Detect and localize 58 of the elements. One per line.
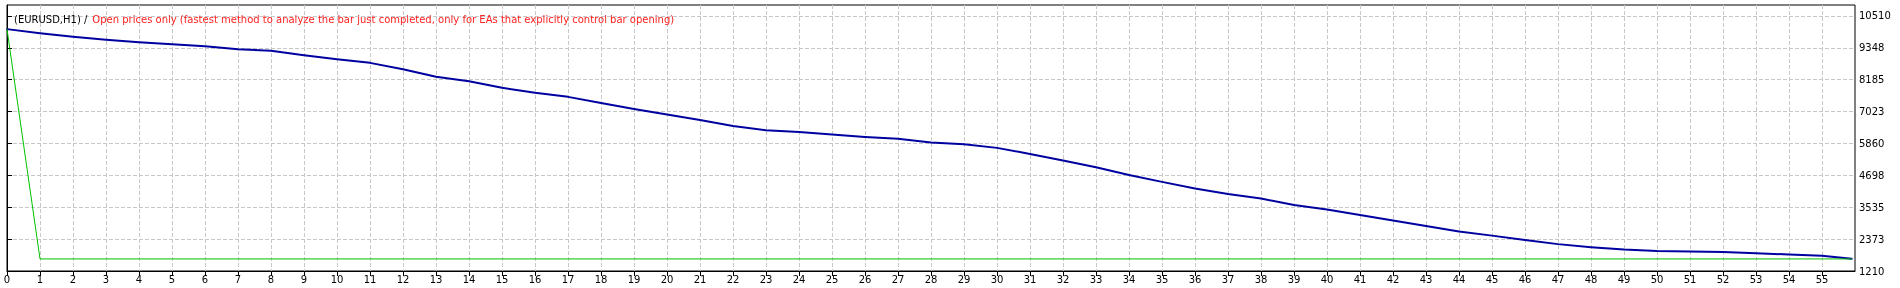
x-tick-label: 32	[1056, 273, 1070, 285]
x-tick-label: 37	[1221, 273, 1235, 285]
x-tick-label: 41	[1353, 273, 1367, 285]
x-tick-label: 22	[726, 273, 740, 285]
x-tick-label: 53	[1749, 273, 1763, 285]
x-tick-label: 27	[891, 273, 905, 285]
x-tick-label: 43	[1419, 273, 1433, 285]
y-tick-label: 4698	[1859, 169, 1885, 181]
x-tick-label: 16	[528, 273, 542, 285]
text: Open prices only (fastest method to analyze the bar just completed, only for EAs that explicitly control bar opening)	[92, 13, 675, 25]
x-tick-label: 39	[1287, 273, 1301, 285]
y-tick-label: 7023	[1859, 106, 1885, 118]
x-tick-label: 17	[561, 273, 575, 285]
line-series	[6, 28, 1853, 260]
x-tick-label: 28	[924, 273, 938, 285]
text: (EURUSD,H1) /	[14, 13, 88, 25]
x-tick-label: 30	[990, 273, 1004, 285]
x-tick-label: 45	[1485, 273, 1499, 285]
x-tick-label: 29	[957, 273, 971, 285]
x-tick-label: 40	[1320, 273, 1334, 285]
x-tick-label: 52	[1716, 273, 1730, 285]
x-tick-label: 12	[396, 273, 410, 285]
x-tick-label: 14	[462, 273, 476, 285]
x-tick-label: 49	[1617, 273, 1631, 285]
x-tick-label: 25	[825, 273, 839, 285]
y-tick-label: 2373	[1859, 233, 1885, 245]
x-tick-label: 15	[495, 273, 509, 285]
x-tick-label: 23	[759, 273, 773, 285]
x-tick-label: 19	[627, 273, 641, 285]
x-tick-label: 24	[792, 273, 806, 285]
x-tick-label: 47	[1551, 273, 1565, 285]
x-tick-label: 21	[693, 273, 707, 285]
y-tick-label: 1210	[1859, 265, 1885, 277]
x-tick-label: 51	[1683, 273, 1697, 285]
x-tick-label: 10	[330, 273, 344, 285]
y-tick-label: 9348	[1859, 42, 1885, 54]
x-tick-label: 46	[1518, 273, 1532, 285]
x-tick-label: 42	[1386, 273, 1400, 285]
x-tick-label: 13	[429, 273, 443, 285]
x-tick-label: 38	[1254, 273, 1268, 285]
x-tick-label: 50	[1650, 273, 1664, 285]
x-tick-label: 26	[858, 273, 872, 285]
y-tick-label: 10510	[1859, 10, 1891, 22]
x-tick-label: 20	[660, 273, 674, 285]
x-tick-label: 11	[363, 273, 377, 285]
y-tick-label: 5860	[1859, 137, 1885, 149]
x-tick-label: 31	[1023, 273, 1037, 285]
x-tick-label: 54	[1782, 273, 1796, 285]
x-tick-label: 48	[1584, 273, 1598, 285]
y-tick-label: 3535	[1859, 201, 1885, 213]
x-tick-label: 34	[1122, 273, 1136, 285]
x-tick-label: 44	[1452, 273, 1466, 285]
x-tick-label: 18	[594, 273, 608, 285]
y-tick-label: 8185	[1859, 74, 1885, 86]
x-tick-label: 33	[1089, 273, 1103, 285]
x-tick-label: 35	[1155, 273, 1169, 285]
x-tick-label: 36	[1188, 273, 1202, 285]
x-tick-label: 55	[1815, 273, 1829, 285]
